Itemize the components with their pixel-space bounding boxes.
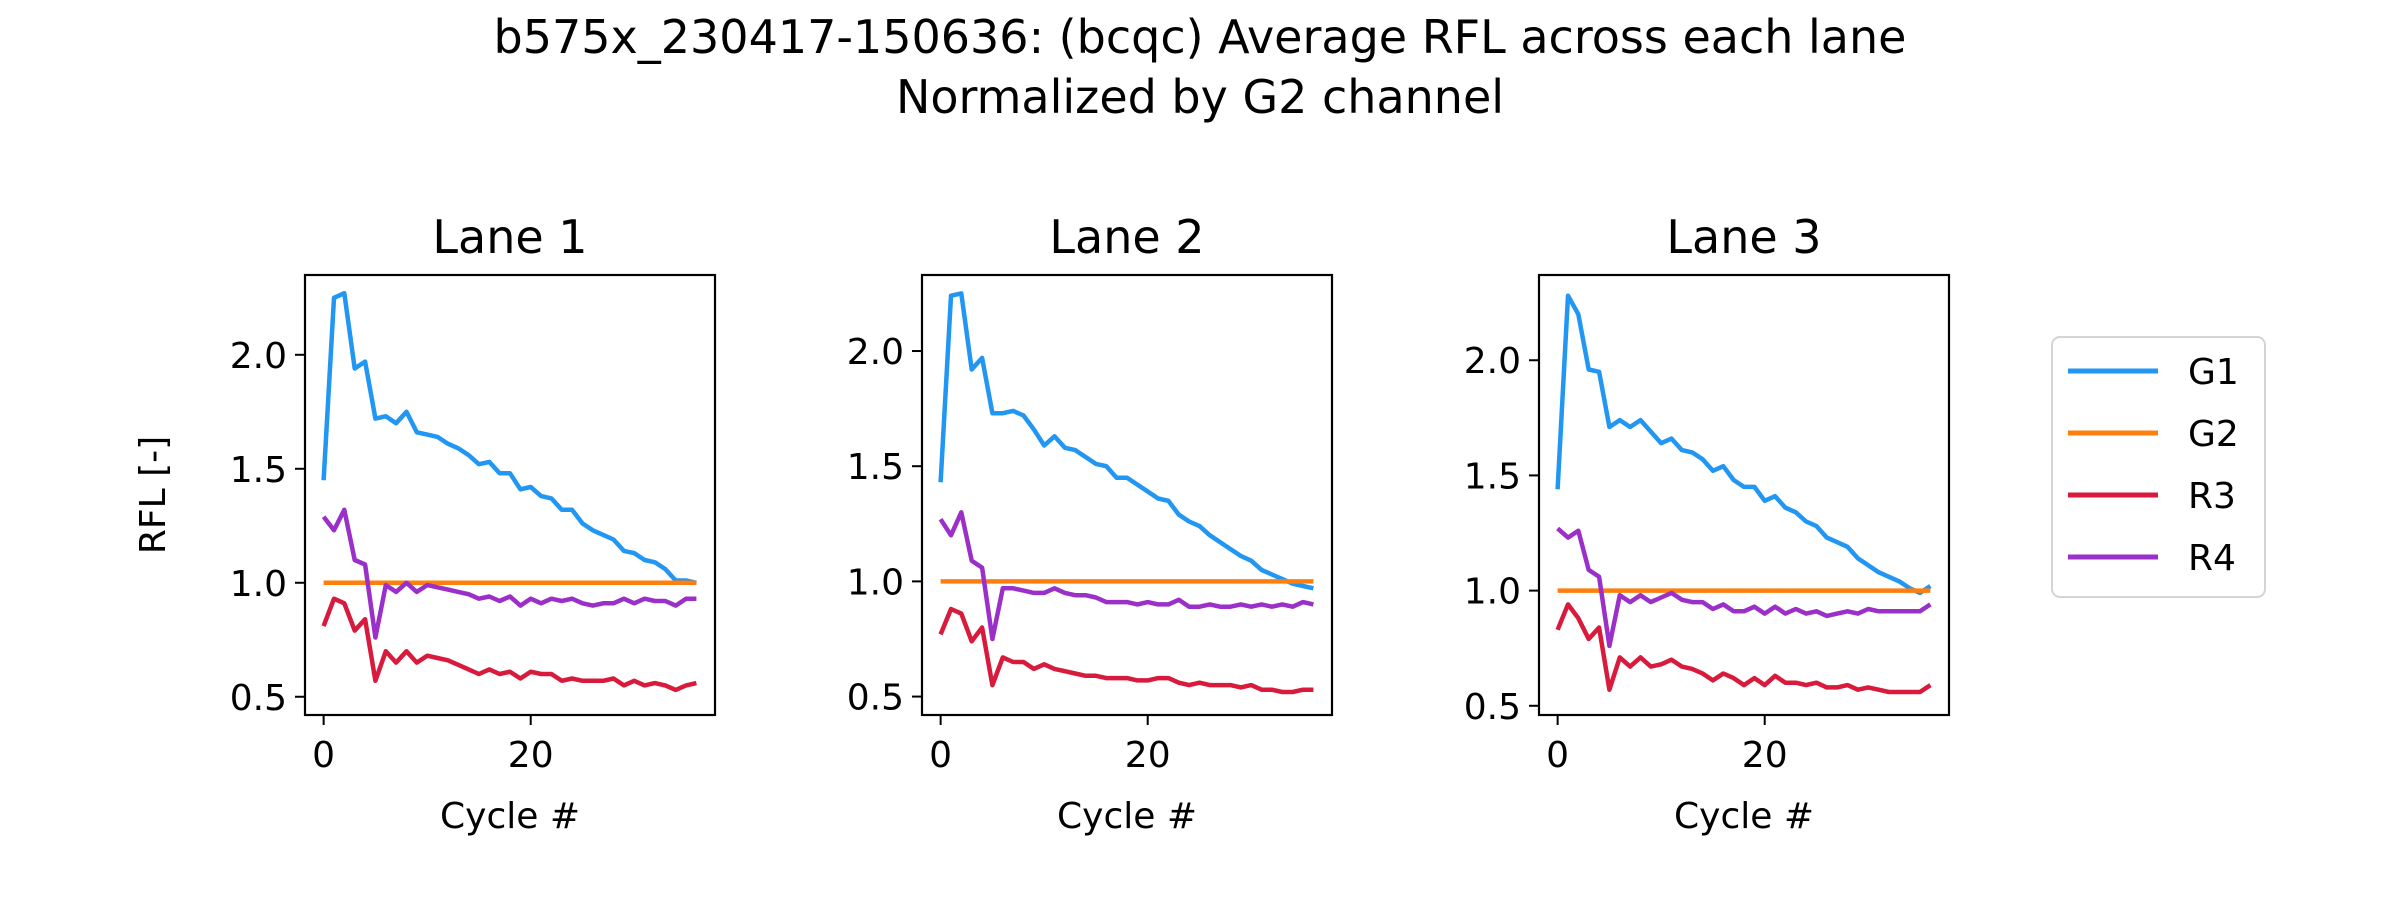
series-line-r4-lane-2 — [938, 510, 1314, 642]
legend: G1 G2 R3 R4 — [2051, 336, 2266, 598]
subplot-lane-3: 0 20 0.5 1.0 1.5 2.0 Lane 3 Cycle # — [1464, 210, 1951, 837]
x-axis-label: Cycle # — [1057, 796, 1197, 837]
series-line-r3-lane-2 — [938, 606, 1314, 695]
x-tick-label: 20 — [1125, 735, 1171, 776]
x-tick-label: 20 — [508, 735, 554, 776]
x-tick-label: 0 — [312, 735, 335, 776]
y-tick-label: 1.5 — [847, 447, 904, 488]
legend-frame — [2051, 336, 2266, 598]
subplot-title: Lane 2 — [1049, 210, 1204, 264]
x-tick-label: 0 — [929, 735, 952, 776]
y-tick-label: 1.0 — [1464, 572, 1521, 613]
x-axis-label: Cycle # — [1674, 796, 1814, 837]
y-tick-label: 1.5 — [1464, 456, 1521, 497]
axes-frame — [920, 273, 1334, 717]
series-line-r4-lane-1 — [321, 507, 697, 640]
legend-label-g2: G2 — [2188, 414, 2239, 455]
y-tick-label: 0.5 — [230, 678, 287, 719]
axes-frame — [1537, 273, 1951, 717]
x-tick-label: 20 — [1742, 735, 1788, 776]
series-line-r3-lane-1 — [321, 596, 697, 693]
subplot-title: Lane 3 — [1666, 210, 1821, 264]
y-tick-label: 2.0 — [230, 336, 287, 377]
series-line-g1-lane-2 — [938, 291, 1314, 591]
y-tick-label: 2.0 — [847, 332, 904, 373]
subplot-lane-1: 0 20 0.5 1.0 1.5 2.0 Lane 1 Cycle # RFL [-] — [133, 210, 717, 837]
y-tick-label: 0.5 — [847, 678, 904, 719]
series-line-g1-lane-1 — [321, 290, 697, 585]
legend-label-r3: R3 — [2188, 476, 2236, 517]
legend-label-r4: R4 — [2188, 538, 2236, 579]
axes-frame — [303, 273, 717, 717]
series-line-g1-lane-3 — [1555, 293, 1932, 596]
y-tick-label: 0.5 — [1464, 687, 1521, 728]
figure-title-line2: Normalized by G2 channel — [895, 70, 1505, 124]
subplot-title: Lane 1 — [432, 210, 587, 264]
subplot-lane-2: 0 20 0.5 1.0 1.5 2.0 Lane 2 Cycle # — [847, 210, 1334, 837]
legend-label-g1: G1 — [2188, 352, 2239, 393]
y-tick-label: 2.0 — [1464, 341, 1521, 382]
x-axis-label: Cycle # — [440, 796, 580, 837]
figure-title-line1: b575x_230417-150636: (bcqc) Average RFL … — [493, 10, 1907, 64]
series-line-r4-lane-3 — [1556, 526, 1932, 649]
y-tick-label: 1.0 — [230, 564, 287, 605]
x-tick-label: 0 — [1546, 735, 1569, 776]
y-tick-label: 1.5 — [230, 450, 287, 491]
y-axis-label: RFL [-] — [133, 436, 174, 554]
y-tick-label: 1.0 — [847, 562, 904, 603]
series-line-r3-lane-3 — [1555, 602, 1932, 695]
